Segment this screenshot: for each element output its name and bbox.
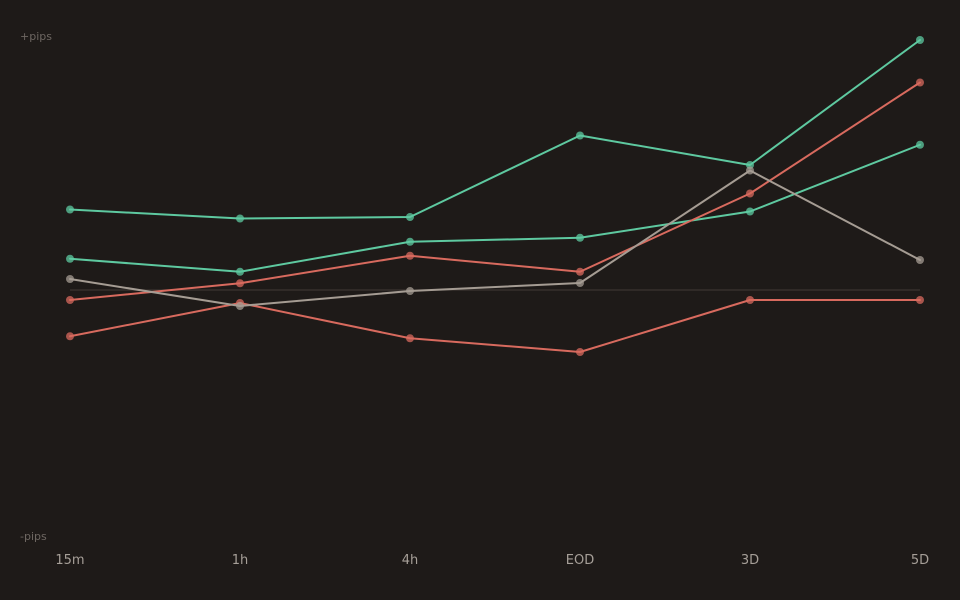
data-point: [236, 214, 244, 223]
series-line-4: [69, 299, 921, 353]
data-point: [66, 205, 74, 214]
data-point: [406, 334, 414, 343]
x-tick-label: 5D: [911, 553, 929, 568]
x-tick-label: 1h: [232, 553, 249, 568]
data-point: [406, 287, 414, 295]
data-point: [576, 233, 584, 242]
data-point: [236, 302, 244, 310]
data-point: [746, 166, 754, 175]
series-1: [66, 36, 924, 223]
data-point: [746, 296, 754, 304]
data-point: [916, 140, 924, 149]
series-4: [66, 296, 924, 356]
series-line-5: [69, 169, 921, 307]
data-point: [916, 36, 924, 44]
series-5: [66, 166, 924, 310]
series-line-3: [69, 81, 921, 301]
data-point: [406, 213, 414, 221]
data-point: [66, 332, 74, 341]
data-point: [916, 296, 924, 304]
data-point: [576, 348, 584, 356]
data-point: [236, 267, 244, 276]
data-point: [66, 254, 74, 263]
data-point: [916, 78, 924, 87]
series-line-2: [69, 143, 921, 273]
data-point: [746, 189, 754, 198]
data-point: [746, 161, 754, 169]
data-point: [66, 296, 74, 304]
data-point: [576, 279, 584, 287]
data-point: [406, 237, 414, 246]
data-point: [746, 207, 754, 216]
data-point: [406, 251, 414, 260]
series-3: [66, 78, 924, 304]
x-tick-label: 15m: [55, 553, 84, 568]
y-axis-bottom-label: -pips: [20, 530, 47, 543]
data-point: [576, 131, 584, 140]
y-axis-top-label: +pips: [20, 30, 52, 43]
x-tick-label: EOD: [566, 553, 594, 568]
series-line-1: [69, 39, 921, 220]
data-point: [236, 279, 244, 288]
data-point: [916, 256, 924, 264]
x-tick-label: 4h: [402, 553, 419, 568]
data-point: [66, 275, 74, 283]
series-2: [66, 140, 924, 276]
x-tick-label: 3D: [741, 553, 759, 568]
data-point: [576, 267, 584, 276]
